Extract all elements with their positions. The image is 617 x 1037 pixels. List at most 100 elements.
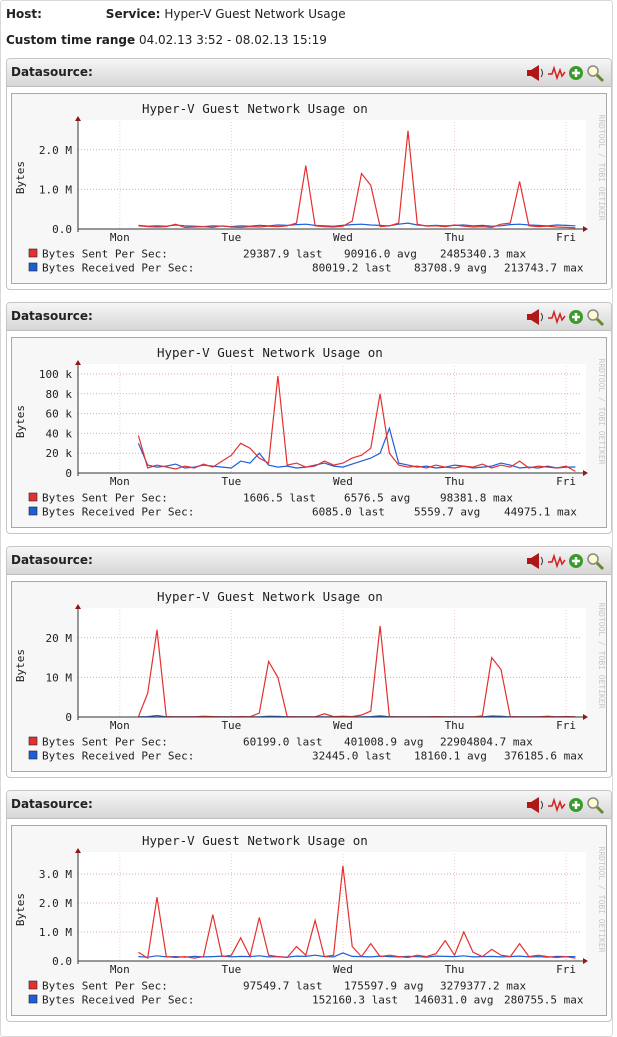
plot-area [78,852,586,961]
y-arrow [75,604,81,609]
legend-name: Bytes Received Per Sec: [42,750,194,763]
stat-label: avg [474,994,494,1007]
stat-label: last [289,492,316,505]
y-tick-label: 20 M [46,632,73,645]
legend-stat: 22904804.7 max [440,736,533,749]
y-tick-label: 0.0 [52,223,72,236]
chart-title: Hyper-V Guest Network Usage on [157,589,383,604]
add-icon[interactable] [569,66,583,80]
host-line: Host: Service: Hyper-V Guest Network Usa… [6,7,346,21]
legend-swatch [28,736,38,746]
stat-value: 376185.6 [504,750,557,763]
add-icon[interactable] [569,310,583,324]
graph-icon[interactable] [548,797,566,813]
plot-area [78,120,586,229]
series-line [138,865,576,960]
y-tick-label: 0.0 [52,955,72,968]
zoom-icon[interactable] [587,797,605,815]
legend-stat: 6085.0 last [312,506,385,519]
chart: Hyper-V Guest Network Usage on Bytes RRDTO… [14,589,606,763]
datasource-panel: Datasource: Hyper-V Guest Network Usage … [6,302,612,534]
legend-stat: 80019.2 last [312,262,391,275]
plot-area [78,364,586,473]
y-tick-label: 2.0 M [39,897,72,910]
x-tick-label: Wed [333,231,353,244]
stat-label: max [506,248,526,261]
stat-label: last [296,980,323,993]
panel-icons [527,553,605,571]
stat-value: 80019.2 [312,262,358,275]
datasource-label: Datasource: [11,309,93,323]
legend-swatch [28,248,38,258]
x-tick-label: Tue [221,963,241,976]
panel-header: Datasource: [7,547,611,575]
legend-stat: 5559.7 avg [414,506,480,519]
graph-frame: Hyper-V Guest Network Usage on Bytes RRDTO… [11,581,607,772]
graph-icon[interactable] [548,553,566,569]
x-arrow [583,470,588,476]
stat-value: 83708.9 [414,262,460,275]
host-label: Host: [6,7,42,21]
stat-value: 175597.9 [344,980,397,993]
watermark: RRDTOOL / TOBI OETIKER [597,115,606,221]
stat-label: last [296,736,323,749]
chart-title: Hyper-V Guest Network Usage on [142,833,368,848]
stat-value: 18160.1 [414,750,460,763]
x-tick-label: Mon [110,963,130,976]
zoom-icon[interactable] [587,309,605,327]
chart: Hyper-V Guest Network Usage on Bytes RRDTO… [14,833,606,1007]
y-tick-label: 1.0 M [39,183,72,196]
legend-name: Bytes Sent Per Sec: [42,980,168,993]
alert-icon[interactable] [527,553,543,569]
stat-label: last [296,248,323,261]
y-axis-label: Bytes [14,405,27,438]
graph-icon[interactable] [548,65,566,81]
stat-label: last [358,506,385,519]
legend-stat: 146031.0 avg [414,994,493,1007]
panel-icons [527,309,605,327]
zoom-icon[interactable] [587,65,605,83]
y-arrow [75,848,81,853]
alert-icon[interactable] [527,309,543,325]
stat-value: 6576.5 [344,492,384,505]
legend-swatch [28,492,38,502]
panel-icons [527,65,605,83]
add-icon[interactable] [569,554,583,568]
legend-stat: 97549.7 last [243,980,322,993]
graph-frame: Hyper-V Guest Network Usage on Bytes RRDTO… [11,825,607,1016]
legend-name: Bytes Sent Per Sec: [42,736,168,749]
x-tick-label: Mon [110,719,130,732]
zoom-icon[interactable] [587,553,605,571]
datasource-panel: Datasource: Hyper-V Guest Network Usage … [6,58,612,290]
stat-value: 97549.7 [243,980,289,993]
alert-icon[interactable] [527,797,543,813]
y-tick-label: 3.0 M [39,868,72,881]
stat-label: avg [404,980,424,993]
graph-icon[interactable] [548,309,566,325]
legend-stat: 376185.6 max [504,750,584,763]
x-arrow [583,714,588,720]
stat-label: max [506,980,526,993]
y-axis-label: Bytes [14,649,27,682]
x-tick-label: Wed [333,475,353,488]
graph-frame: Hyper-V Guest Network Usage on Bytes RRDTO… [11,337,607,528]
stat-label: last [365,750,392,763]
y-arrow [75,360,81,365]
stat-label: last [365,262,392,275]
alert-icon[interactable] [527,65,543,81]
legend-swatch [28,994,38,1004]
stat-value: 60199.0 [243,736,289,749]
legend-swatch [28,506,38,516]
legend-stat: 83708.9 avg [414,262,487,275]
datasource-panel: Datasource: Hyper-V Guest Network Usage … [6,546,612,778]
stat-label: max [564,750,584,763]
stat-value: 152160.3 [312,994,365,1007]
range: 04.02.13 3:52 - 08.02.13 15:19 [138,33,327,47]
graph-frame: Hyper-V Guest Network Usage on Bytes RRDTO… [11,93,607,284]
chart: Hyper-V Guest Network Usage on Bytes RRDTO… [14,345,606,519]
legend-stat: 175597.9 avg [344,980,423,993]
legend-stat: 401008.9 avg [344,736,423,749]
stat-value: 2485340.3 [440,248,500,261]
add-icon[interactable] [569,798,583,812]
